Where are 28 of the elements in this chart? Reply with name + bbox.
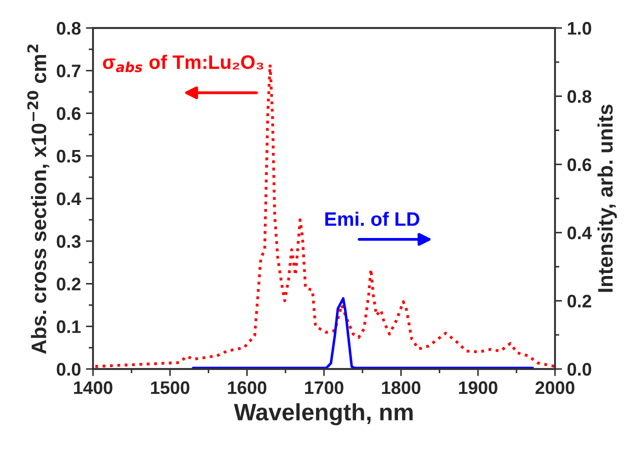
annotation: σ$_{abs}$ of Tm:Lu₂O₃ [103,54,264,72]
y-tick-label: 0.6 [56,107,81,120]
x-axis-title: Wavelength, nm [234,403,413,426]
x-tick-label: 1700 [305,381,344,394]
x-tick-label: 2000 [536,381,574,394]
y-tick-label: 0.3 [56,235,81,248]
y2-tick-label: 0.2 [568,294,592,308]
y2-tick-label: 0.4 [568,226,592,240]
y-tick-label: 0.0 [56,362,80,376]
line-series [192,297,534,369]
y2-tick-label: 0.8 [568,90,592,103]
x-tick-label: 1800 [382,381,420,394]
y2-tick-label: 0.6 [568,158,592,172]
x-tick-label: 1500 [151,381,190,394]
y-tick-label: 0.5 [56,150,81,163]
y-tick-label: 0.2 [56,278,80,290]
y-tick-label: 0.7 [56,64,80,78]
x-tick-label: 1400 [74,381,112,394]
annotation: Emi. of LD [325,212,420,226]
y2-axis-title: Intensity, arb. units [597,104,617,292]
y-tick-label: 0.4 [56,192,82,206]
y-tick-label: 0.1 [56,320,81,334]
y-tick-label: 0.8 [56,22,81,35]
y2-tick-label: 1.0 [568,22,592,35]
y2-tick-label: 0.0 [568,362,592,376]
x-tick-label: 1600 [228,381,266,394]
y-axis-title: Abs. cross section, x10$^{−20}$ cm$^{2}$ [27,44,50,354]
x-tick-label: 1900 [459,381,498,394]
